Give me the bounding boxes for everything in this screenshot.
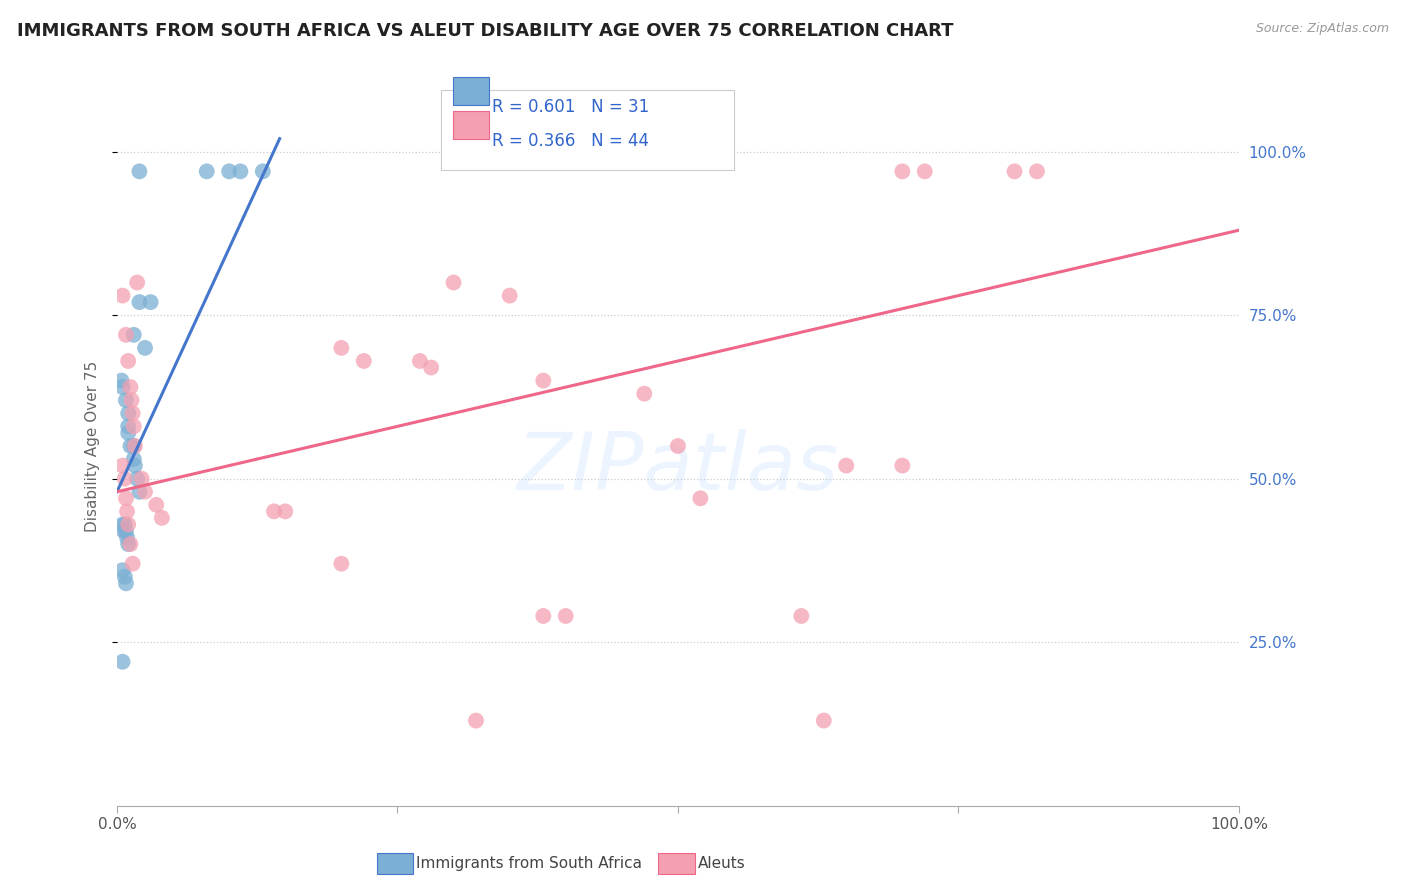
Text: Immigrants from South Africa: Immigrants from South Africa [416,856,643,871]
Point [813,714,835,728]
Text: R = 0.601   N = 31: R = 0.601 N = 31 [492,98,650,116]
Point [111,655,134,669]
Point [110,374,132,388]
Point [134,341,156,355]
Point [835,458,858,473]
Point [115,504,138,518]
Point [914,164,936,178]
Point [120,380,142,394]
Point [790,609,813,624]
Point [115,531,138,545]
Point [122,327,145,342]
Point [330,557,353,571]
Point [111,563,134,577]
Point [117,537,139,551]
Point [465,714,488,728]
Point [218,164,240,178]
Point [112,524,135,538]
Point [131,472,153,486]
Point [121,557,143,571]
Text: Source: ZipAtlas.com: Source: ZipAtlas.com [1256,22,1389,36]
Point [891,164,914,178]
Point [127,472,149,486]
Point [117,419,139,434]
Point [124,458,146,473]
Text: IMMIGRANTS FROM SOUTH AFRICA VS ALEUT DISABILITY AGE OVER 75 CORRELATION CHART: IMMIGRANTS FROM SOUTH AFRICA VS ALEUT DI… [17,22,953,40]
Point [1026,164,1049,178]
Point [195,164,218,178]
Point [111,380,134,394]
Point [666,439,689,453]
Point [117,354,139,368]
Point [531,374,554,388]
Point [263,504,285,518]
Point [229,164,252,178]
Point [115,576,138,591]
Point [114,570,136,584]
Point [122,452,145,467]
Point [111,458,134,473]
Point [117,406,139,420]
Point [127,276,149,290]
Point [409,354,432,368]
Y-axis label: Disability Age Over 75: Disability Age Over 75 [86,360,100,532]
Point [498,288,520,302]
Point [115,491,138,506]
Point [150,511,173,525]
Point [120,439,142,453]
Point [122,439,145,453]
Point [114,517,136,532]
Point [117,517,139,532]
Point [139,295,162,310]
Point [1004,164,1026,178]
Point [121,393,143,408]
Point [134,484,156,499]
Point [120,537,142,551]
Point [117,425,139,440]
Text: R = 0.366   N = 44: R = 0.366 N = 44 [492,132,650,150]
Point [633,386,655,401]
Point [111,288,134,302]
Text: Aleuts: Aleuts [697,856,745,871]
Point [145,498,167,512]
Text: ZIPatlas: ZIPatlas [517,428,839,507]
Point [122,419,145,434]
Point [252,164,274,178]
Point [891,458,914,473]
Point [115,327,138,342]
Point [274,504,297,518]
Point [111,517,134,532]
Point [554,609,576,624]
Point [128,164,150,178]
Point [330,341,353,355]
Point [115,524,138,538]
Point [115,393,138,408]
Point [353,354,375,368]
Point [443,276,465,290]
Point [114,472,136,486]
Point [121,406,143,420]
Point [124,439,146,453]
Point [420,360,443,375]
Point [128,295,150,310]
Point [689,491,711,506]
Point [531,609,554,624]
Point [128,484,150,499]
